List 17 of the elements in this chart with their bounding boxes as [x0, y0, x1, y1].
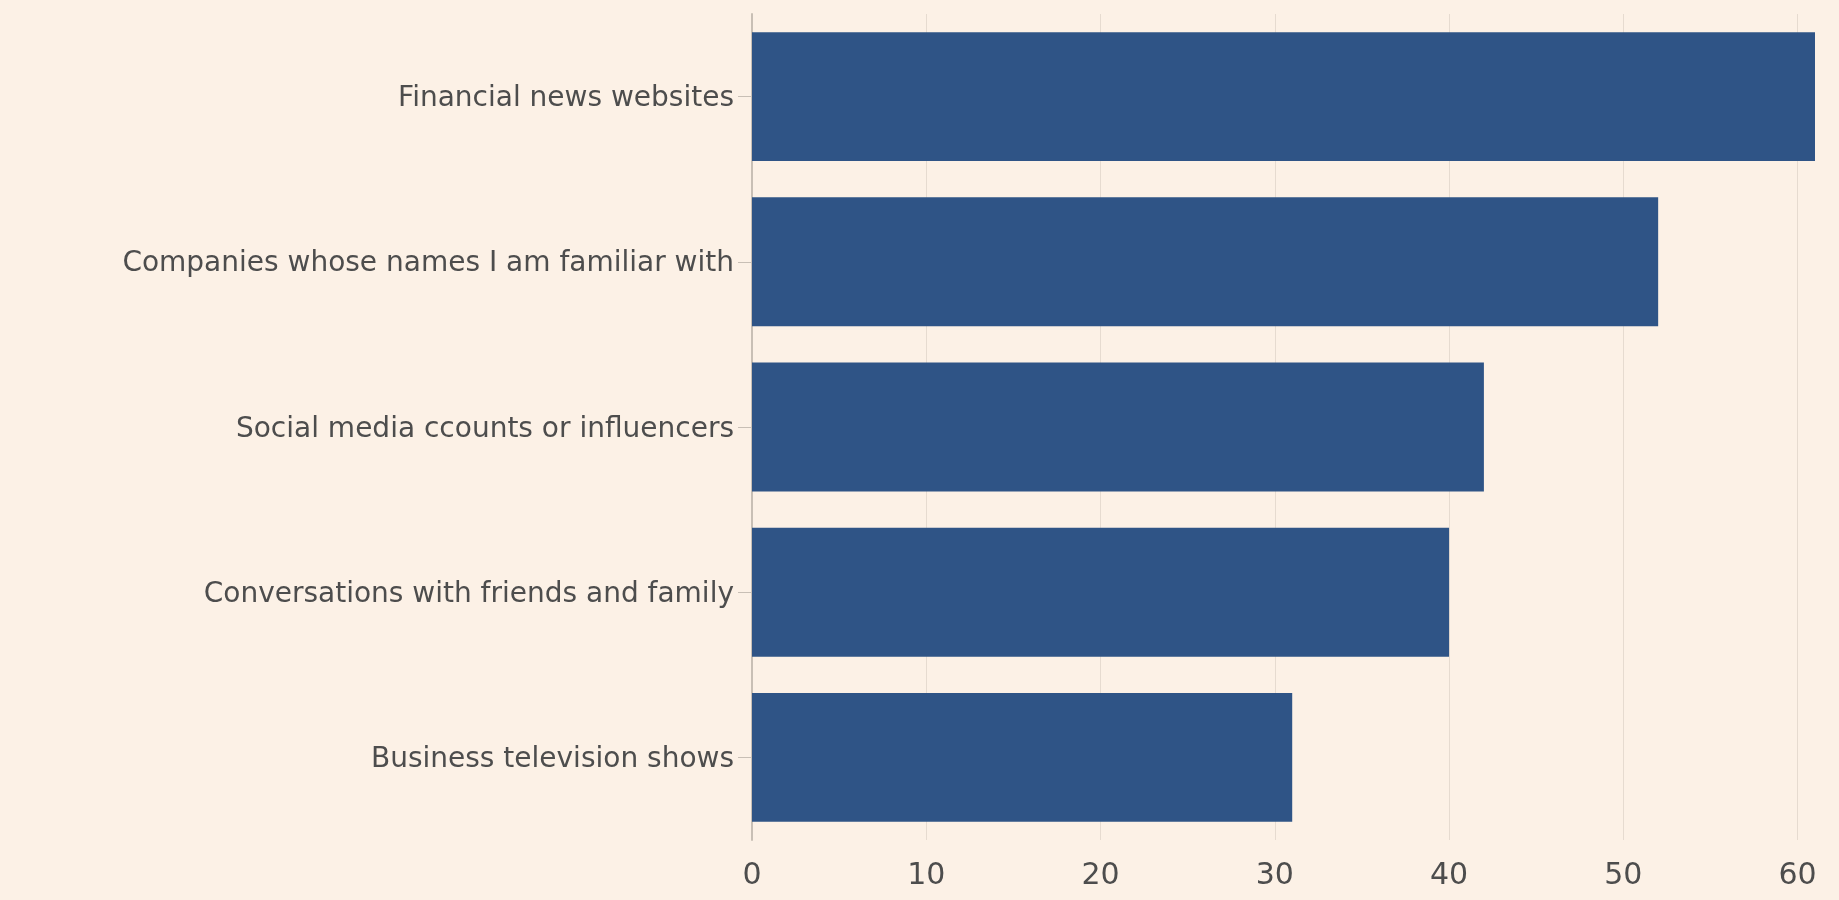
y-tick-label: Business television shows: [370, 740, 734, 774]
x-tick-label: 0: [742, 855, 762, 891]
y-tick-label: Social media ccounts or influencers: [235, 410, 734, 444]
bar: [752, 527, 1450, 657]
x-tick-label: 60: [1778, 855, 1817, 891]
y-tick-label: Financial news websites: [398, 80, 734, 114]
bar: [752, 692, 1293, 822]
x-tick-label: 20: [1081, 855, 1120, 891]
x-tick-label: 10: [907, 855, 946, 891]
y-tick-label: Companies whose names I am familiar with: [122, 245, 734, 279]
bar: [752, 32, 1815, 162]
x-tick-label: 30: [1255, 855, 1294, 891]
x-tick-label: 40: [1429, 855, 1469, 891]
bar: [752, 197, 1659, 327]
x-tick-label: 50: [1604, 855, 1643, 891]
bar: [752, 362, 1484, 492]
y-tick-label: Conversations with friends and family: [203, 575, 734, 609]
